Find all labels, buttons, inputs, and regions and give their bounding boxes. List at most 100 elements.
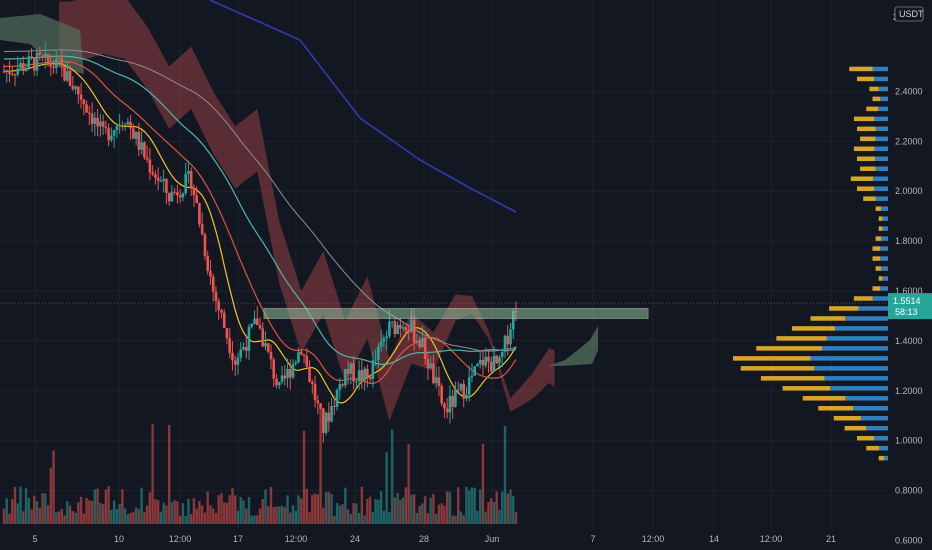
- candle-body: [57, 58, 61, 60]
- candle-body: [192, 188, 196, 196]
- volume-bar: [308, 512, 311, 524]
- profile-sell-bar: [866, 445, 880, 451]
- currency-label: USDT: [899, 9, 924, 19]
- volume-bar: [256, 515, 259, 524]
- profile-sell-bar: [850, 176, 874, 181]
- profile-sell-bar: [782, 386, 831, 391]
- volume-bar: [258, 508, 262, 524]
- volume-bar: [187, 498, 190, 524]
- volume-bar: [363, 515, 366, 524]
- volume-bar: [322, 507, 325, 524]
- price-axis[interactable]: 2.4000 2.2000 2.0000 1.8000 1.6000 1.4000 1.20…: [888, 0, 932, 550]
- candle-body: [145, 157, 149, 160]
- volume-bar: [68, 505, 72, 524]
- profile-sell-bar: [833, 415, 861, 421]
- volume-bar: [512, 496, 515, 524]
- volume-profile: [733, 66, 888, 461]
- candle-body: [8, 70, 11, 75]
- profile-buy-bar: [845, 316, 888, 321]
- volume-bar: [115, 509, 119, 524]
- ma-teal: [3, 55, 517, 366]
- resistance-zone[interactable]: [0, 302, 888, 319]
- volume-bar: [272, 507, 275, 524]
- candle-body: [443, 403, 446, 409]
- candle-body: [198, 203, 201, 225]
- volume-bar: [286, 495, 289, 524]
- candle-body: [418, 340, 421, 348]
- candle-body: [121, 125, 124, 127]
- candle-body: [506, 335, 510, 345]
- candle-body: [253, 318, 256, 325]
- candle-body: [222, 312, 226, 328]
- volume-bar: [77, 502, 80, 524]
- volume-bar: [289, 512, 292, 524]
- volume-bar: [327, 491, 331, 524]
- candle-body: [88, 112, 91, 114]
- candle-body: [123, 124, 127, 126]
- volume-bar: [377, 499, 380, 524]
- candle-body: [156, 177, 160, 181]
- volume-bar: [473, 487, 476, 524]
- time-tick-label: 17: [233, 534, 243, 544]
- volume-bar: [374, 499, 377, 524]
- volume-bar: [162, 502, 165, 524]
- profile-sell-bar: [857, 435, 875, 441]
- profile-sell-bar: [872, 286, 881, 291]
- volume-bar: [44, 493, 47, 524]
- price-tick-label: 2.4000: [895, 86, 923, 96]
- volume-bar: [167, 424, 171, 524]
- volume-bar: [330, 494, 333, 524]
- volume-bar: [121, 489, 124, 524]
- time-tick-label: 7: [590, 534, 595, 544]
- volume-bar: [57, 511, 61, 524]
- volume-bar: [487, 502, 490, 524]
- profile-sell-bar: [878, 216, 883, 221]
- volume-bar: [148, 492, 152, 524]
- candle-body: [258, 325, 262, 329]
- volume-bar: [404, 487, 408, 524]
- candle-body: [236, 357, 240, 365]
- volume-bar: [74, 512, 77, 524]
- candle-body: [5, 70, 9, 72]
- candle-body: [32, 57, 36, 71]
- candle-body: [327, 412, 331, 422]
- time-axis[interactable]: 5 10 12:00 17 12:00 24 28 Jun 7 12:00 14 12:00 21: [0, 528, 888, 550]
- volume-bar: [415, 512, 419, 524]
- candle-body: [511, 311, 515, 330]
- profile-buy-bar: [874, 146, 888, 152]
- volume-bar: [170, 502, 174, 524]
- profile-sell-bar: [878, 276, 883, 281]
- candle-body: [451, 395, 454, 407]
- candle-body: [107, 128, 110, 141]
- profile-sell-bar: [760, 376, 825, 381]
- volume-bar: [178, 515, 182, 524]
- volume-bar: [379, 491, 383, 524]
- time-tick-label: 5: [32, 534, 37, 544]
- candle-body: [154, 174, 157, 178]
- profile-buy-bar: [874, 116, 888, 122]
- candle-body: [261, 328, 265, 347]
- candle-body: [176, 192, 179, 196]
- volume-bar: [8, 513, 11, 524]
- volume-bar: [448, 491, 452, 524]
- candle-body: [388, 321, 391, 337]
- profile-sell-bar: [818, 406, 854, 411]
- volume-bar: [390, 429, 394, 524]
- candle-body: [324, 412, 328, 433]
- volume-bar: [46, 505, 50, 524]
- candle-body: [90, 113, 94, 124]
- volume-bar: [509, 489, 512, 524]
- volume-bar: [503, 426, 507, 524]
- volume-bar: [223, 502, 226, 524]
- volume-bar: [82, 513, 86, 524]
- candle-body: [99, 121, 102, 127]
- time-tick-label: 12:00: [285, 534, 308, 544]
- profile-sell-bar: [860, 166, 876, 171]
- candle-body: [211, 276, 215, 292]
- time-axis-bg: [0, 528, 888, 550]
- profile-sell-bar: [875, 266, 882, 271]
- candle-body: [286, 368, 289, 379]
- profile-buy-bar: [875, 166, 888, 171]
- volume-bar: [443, 505, 446, 524]
